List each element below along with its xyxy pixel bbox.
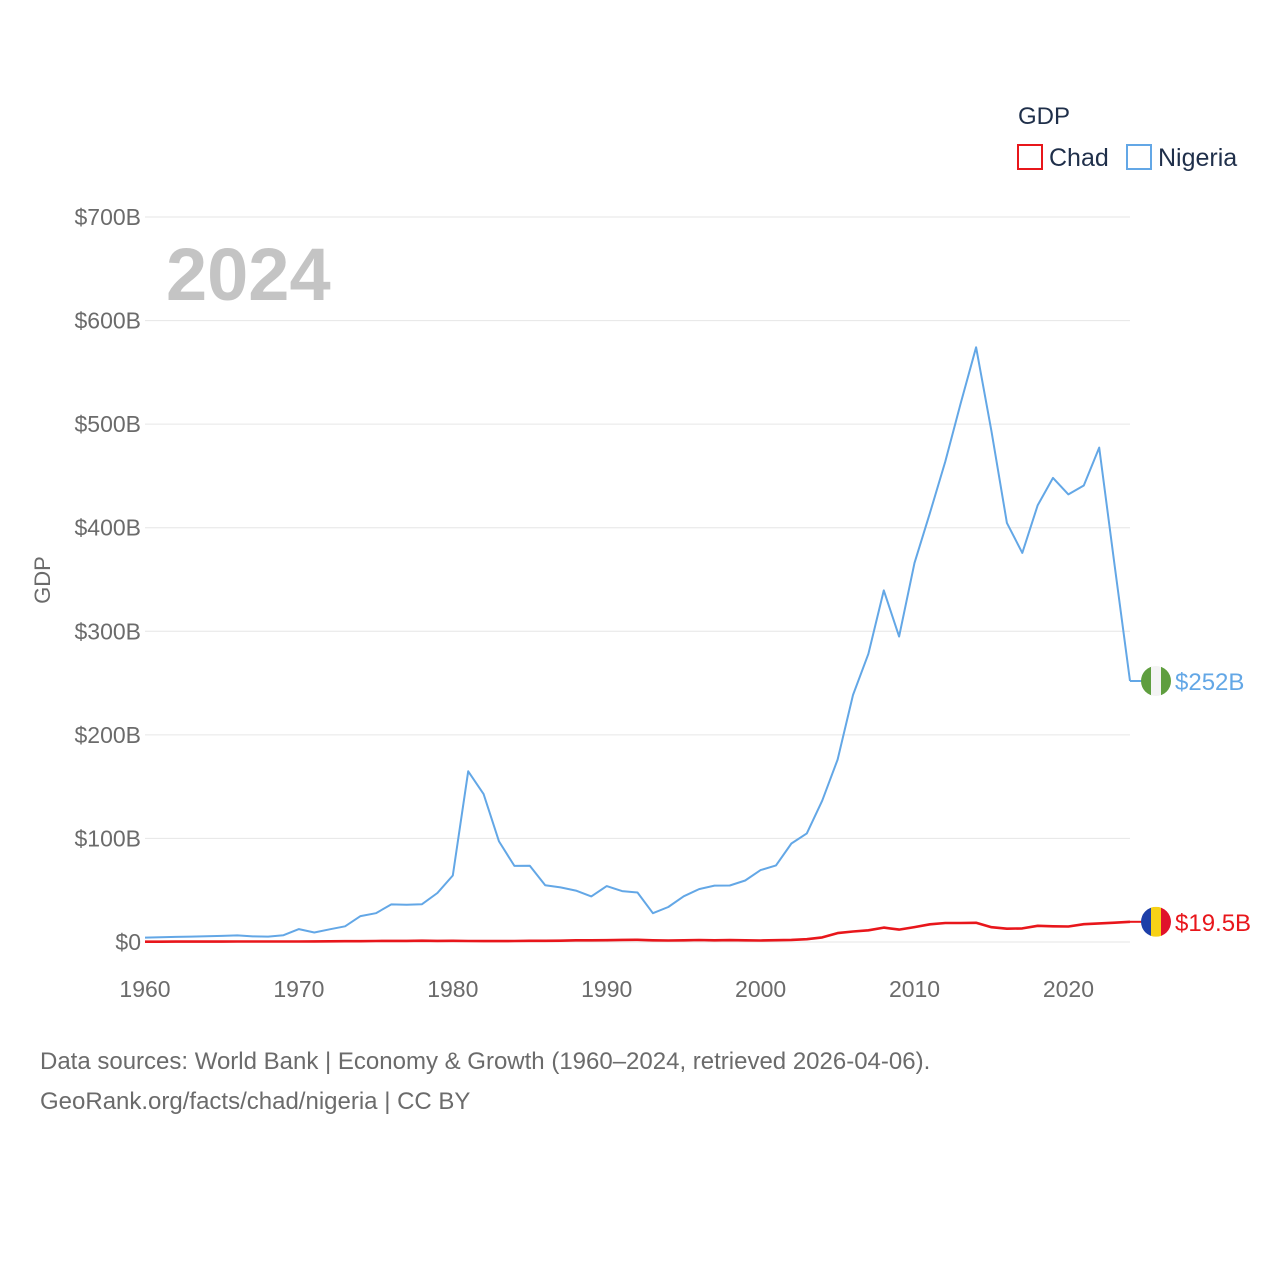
x-tick-label: 2010	[889, 976, 940, 1002]
series-line-chad[interactable]	[145, 920, 1131, 944]
flag-chad-icon	[1141, 906, 1171, 937]
y-tick-label: $300B	[74, 618, 141, 644]
source-line: Data sources: World Bank | Economy & Gro…	[40, 1048, 931, 1075]
y-tick-label: $0	[115, 929, 141, 955]
y-tick-label: $400B	[74, 515, 141, 541]
y-axis-label: GDP	[30, 556, 55, 604]
y-tick-label: $500B	[74, 411, 141, 437]
year-overlay: 2024	[166, 233, 331, 316]
grid-layer	[145, 216, 1130, 943]
x-tick-label: 1960	[119, 976, 170, 1002]
y-tick-label: $600B	[74, 308, 141, 334]
legend: GDP Chad Nigeria	[1017, 103, 1237, 172]
legend-label-chad[interactable]: Chad	[1049, 144, 1109, 172]
end-value-label-nigeria: $252B	[1175, 669, 1244, 696]
y-tick-label: $700B	[74, 204, 141, 230]
legend-swatch-chad[interactable]	[1017, 144, 1043, 170]
series-line-nigeria[interactable]	[144, 346, 1131, 939]
legend-swatch-nigeria[interactable]	[1126, 144, 1152, 170]
gdp-line-chart: $0 $100B $200B $300B $400B $500B $600B $700B 19…	[30, 103, 1251, 1002]
x-tick-label: 2000	[735, 976, 786, 1002]
x-tick-label: 1990	[581, 976, 632, 1002]
flag-nigeria-icon	[1141, 666, 1171, 696]
x-tick-labels: 1960 1970 1980 1990 2000 2010 2020	[119, 976, 1094, 1002]
x-tick-label: 2020	[1043, 976, 1094, 1002]
series-lines	[144, 346, 1131, 944]
x-tick-label: 1980	[427, 976, 478, 1002]
x-tick-label: 1970	[273, 976, 324, 1002]
legend-label-nigeria[interactable]: Nigeria	[1158, 144, 1237, 172]
y-tick-label: $200B	[74, 722, 141, 748]
source-credits: Data sources: World Bank | Economy & Gro…	[40, 1042, 930, 1122]
series-end-markers: $19.5B $252B	[1130, 666, 1251, 937]
end-value-label-chad: $19.5B	[1175, 910, 1251, 937]
y-tick-label: $100B	[74, 825, 141, 851]
source-attribution[interactable]: GeoRank.org/facts/chad/nigeria | CC BY	[40, 1088, 471, 1115]
legend-title: GDP	[1018, 103, 1070, 130]
y-tick-labels: $0 $100B $200B $300B $400B $500B $600B $700B	[74, 204, 141, 955]
